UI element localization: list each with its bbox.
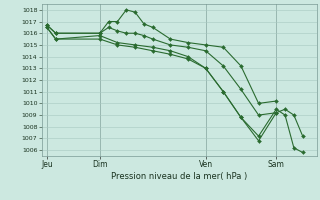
X-axis label: Pression niveau de la mer( hPa ): Pression niveau de la mer( hPa ) [111, 172, 247, 181]
